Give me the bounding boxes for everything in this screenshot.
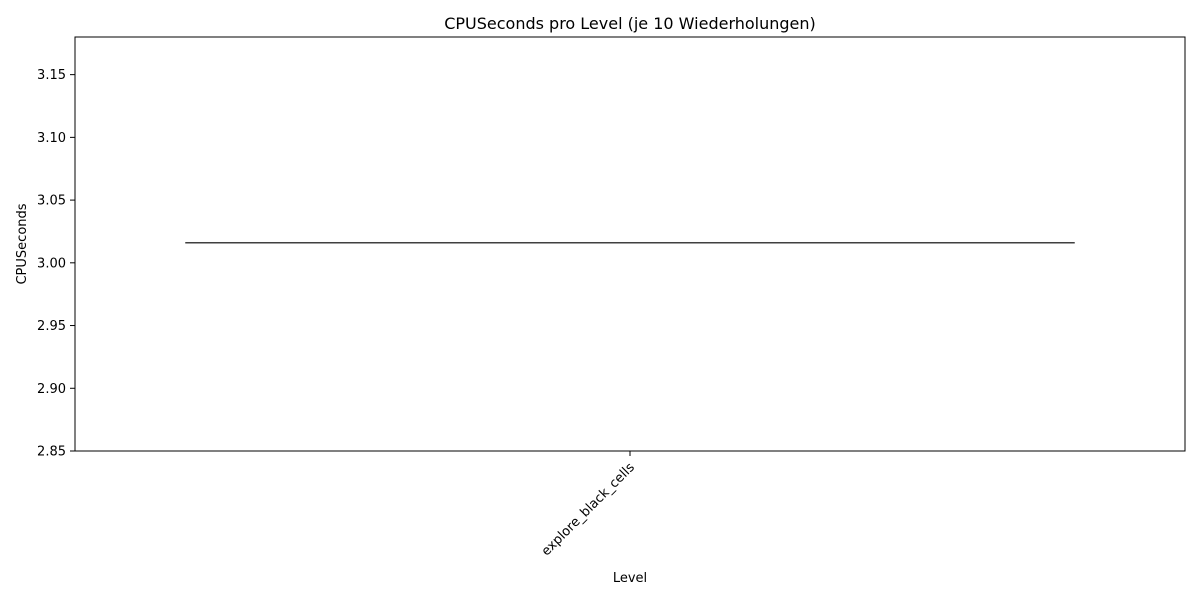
y-tick-label: 3.10 — [37, 131, 66, 146]
x-tick-label: explore_black_cells — [539, 460, 638, 559]
y-tick-label: 2.90 — [37, 382, 66, 397]
y-axis-label: CPUSeconds — [15, 203, 30, 284]
y-axis-ticks: 2.85 2.90 2.95 3.00 3.05 3.10 3.15 — [37, 68, 75, 460]
y-tick-label: 2.95 — [37, 319, 66, 334]
y-tick-label: 3.00 — [37, 256, 66, 271]
y-tick-label: 2.85 — [37, 445, 66, 460]
x-axis-ticks: explore_black_cells — [539, 451, 638, 559]
y-tick-label: 3.15 — [37, 68, 66, 83]
chart-title: CPUSeconds pro Level (je 10 Wiederholung… — [444, 14, 816, 33]
y-tick-label: 3.05 — [37, 194, 66, 209]
plot-area-frame — [74, 36, 1186, 452]
x-axis-label: Level — [613, 571, 647, 586]
